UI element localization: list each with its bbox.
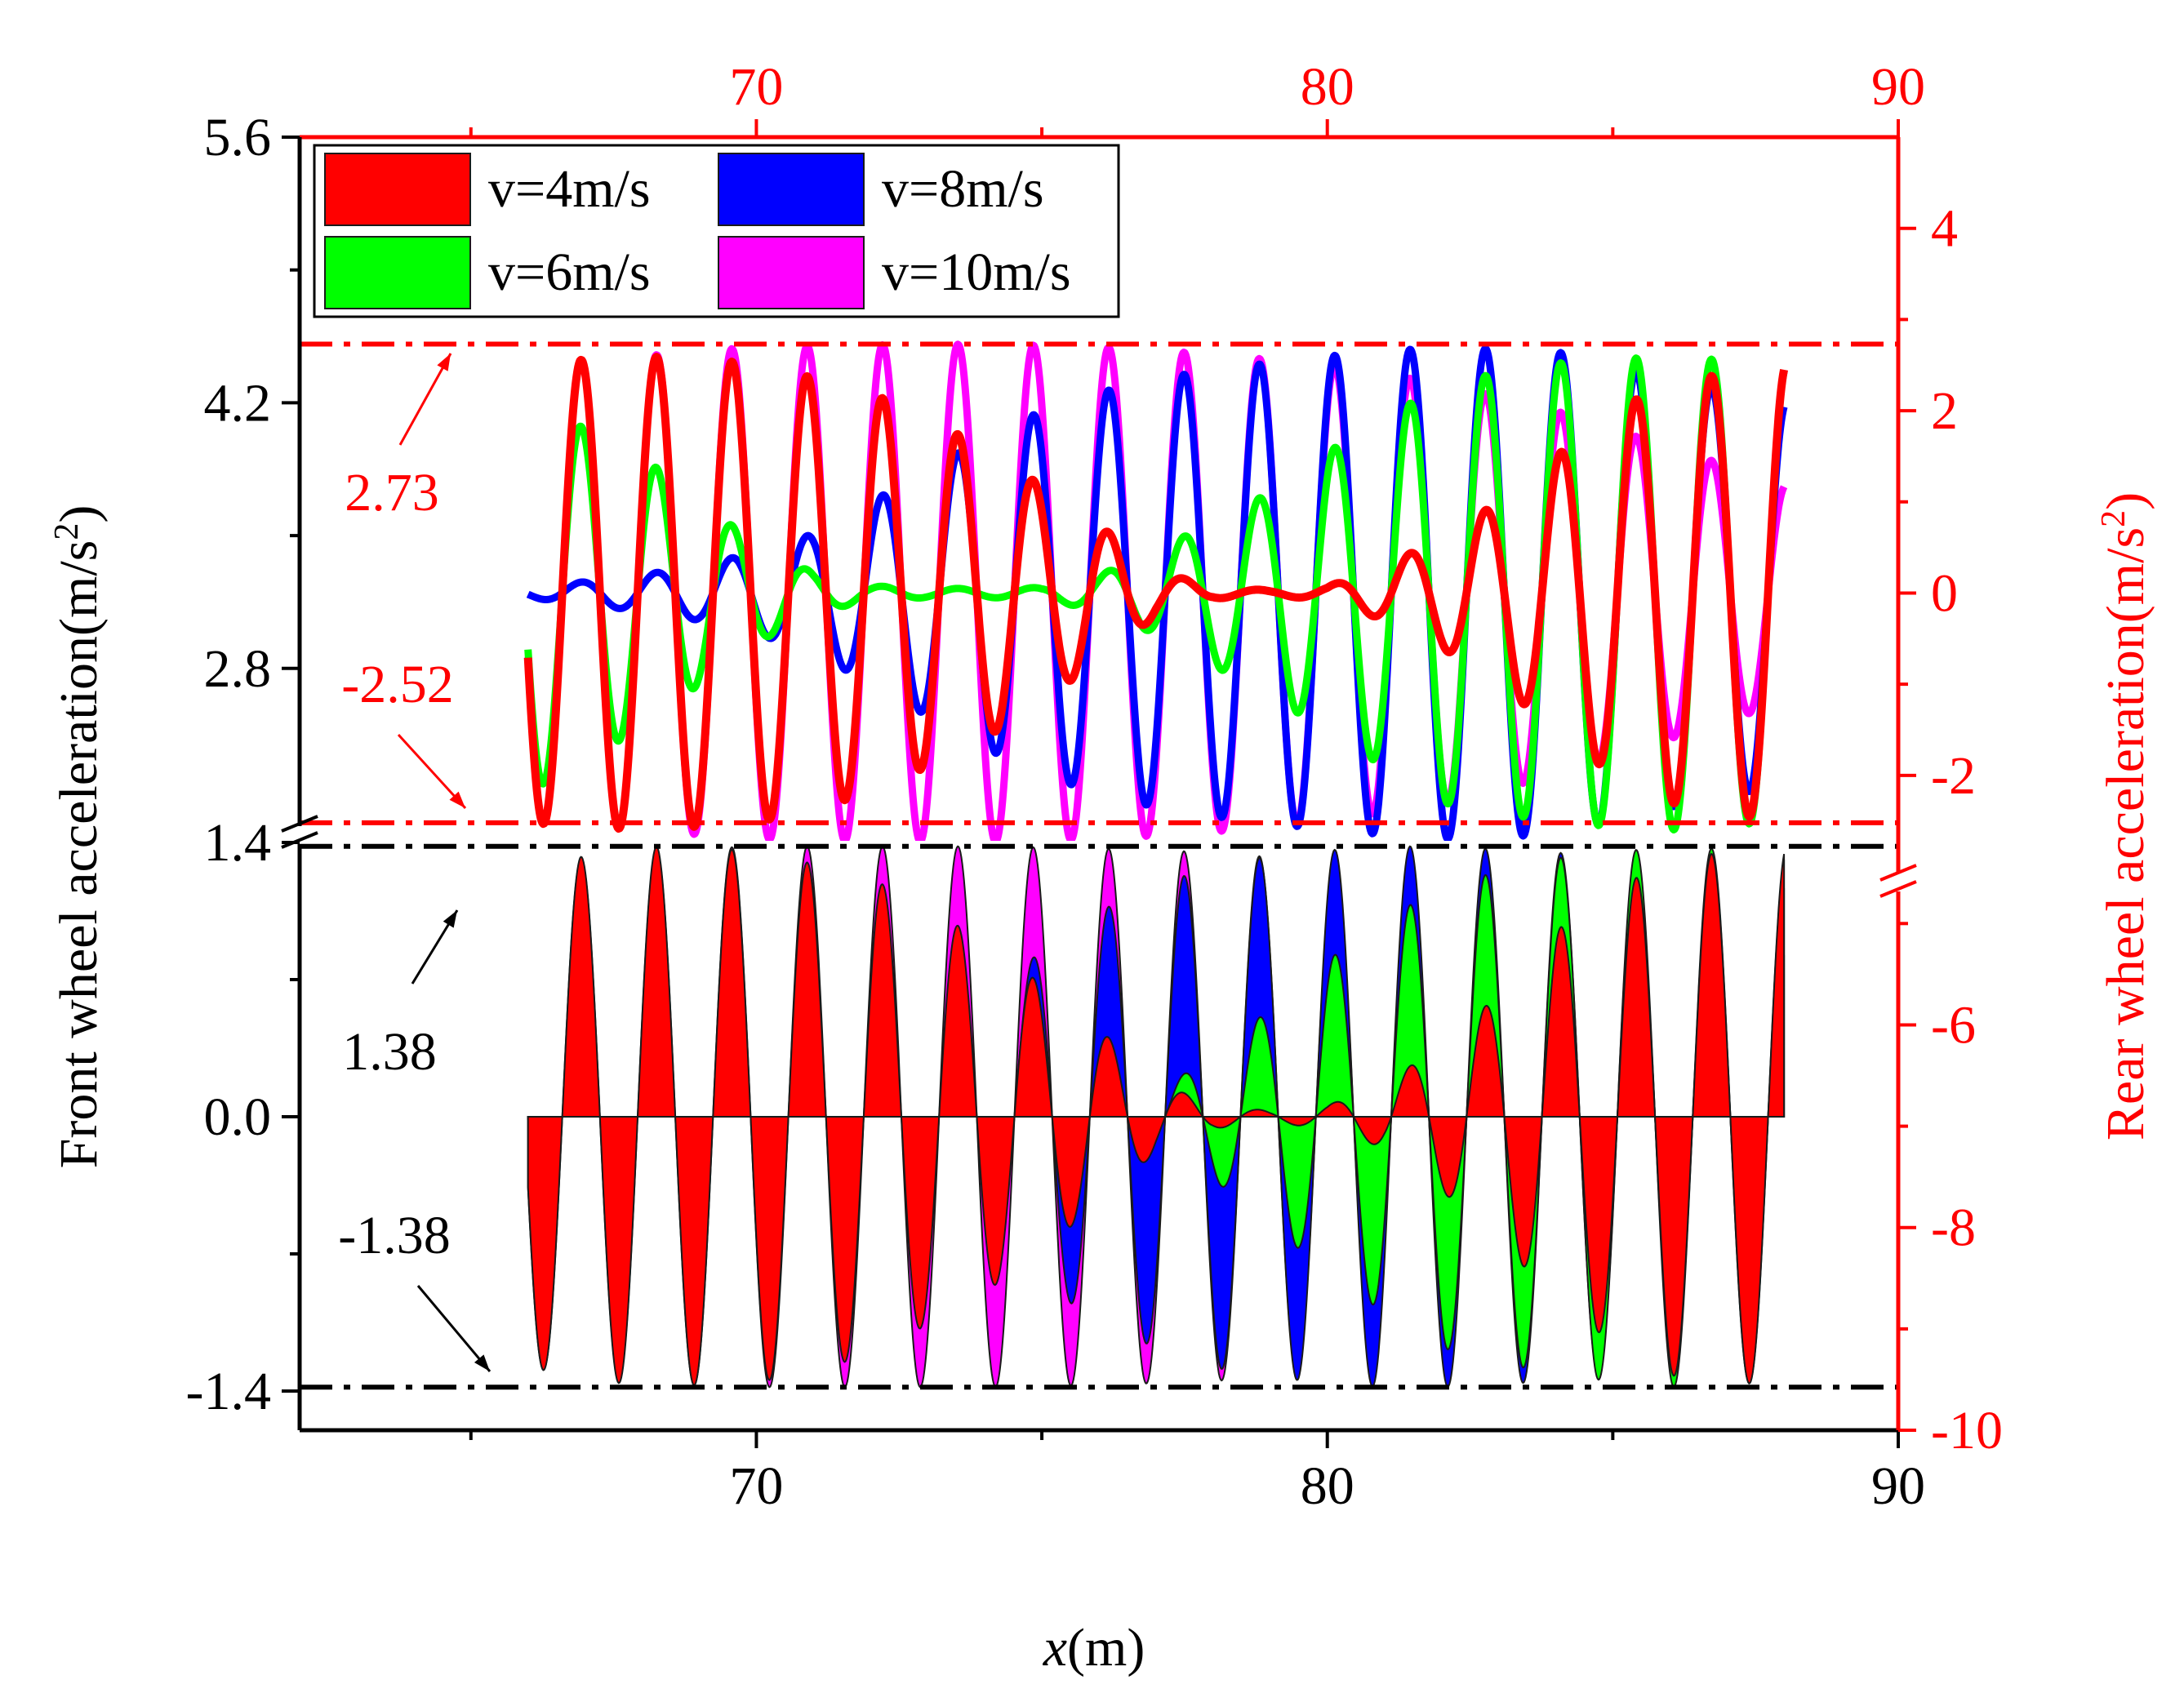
top-x-tick-label-80: 80 [1301,57,1354,117]
x-tick-label-80: 80 [1301,1456,1354,1516]
left-tick-label-4.2: 4.2 [204,373,272,433]
front-max-arrow-head [443,910,457,928]
right-tick-label--10: -10 [1931,1401,2003,1460]
right-axis-title: Rear wheel acceleration(m/s2) [2095,492,2155,1140]
left-tick-label-1.4: 1.4 [204,813,272,873]
right-tick-label--6: -6 [1931,995,1976,1055]
right-tick-label-4: 4 [1931,199,1958,259]
top-x-tick-label-70: 70 [729,57,783,117]
front-min-annotation: -1.38 [338,1206,450,1265]
right-axis-title-text: Rear wheel acceleration(m/s [2096,527,2155,1140]
left-axis-title-close: ) [49,505,109,523]
legend: v=4m/s v=8m/s v=6m/s v=10m/s [313,144,1120,318]
front-wheel-fills [527,845,1786,1389]
right-tick-label--8: -8 [1931,1198,1976,1258]
rear-min-annotation: -2.52 [341,655,453,714]
front-area-v=4m/s [527,846,1786,1387]
right-break-mark-1 [1879,864,1917,882]
top-x-tick-label-90: 90 [1871,57,1925,117]
left-tick-label-5.6: 5.6 [204,108,272,167]
right-tick-label-2: 2 [1931,381,1958,441]
legend-swatch-v=8m/s [718,153,865,226]
right-tick-label--2: -2 [1931,746,1976,806]
reference-lines: 2.73 -2.52 1.38 -1.38 [300,341,1898,1390]
left-tick-label-0.0: 0.0 [204,1087,272,1147]
x-axis-title-var: x [1043,1618,1067,1678]
legend-label-v=8m/s: v=8m/s [882,159,1044,219]
x-axis-title: x(m) [1043,1618,1145,1678]
right-tick-label-0: 0 [1931,563,1958,623]
left-axis-title-sup: 2 [48,523,86,540]
axis-titles: x(m) Front wheel acceleration(m/s2) Rear… [48,492,2155,1678]
legend-swatch-v=4m/s [324,153,471,226]
right-break-mark-2 [1879,880,1917,898]
left-tick-label--1.4: -1.4 [186,1362,271,1421]
rear-max-arrow-shaft [398,353,452,446]
left-axis-title-text: Front wheel acceleration(m/s [49,540,109,1169]
x-axis-title-unit: (m) [1067,1618,1145,1678]
legend-label-v=6m/s: v=6m/s [488,242,651,302]
rear-max-annotation: 2.73 [345,463,439,522]
left-tick-label-2.8: 2.8 [204,639,272,699]
front-min-arrow-head [474,1354,490,1371]
legend-label-v=10m/s: v=10m/s [882,242,1071,302]
front-max-annotation: 1.38 [342,1022,437,1082]
left-break-mark-1 [281,815,318,833]
rear-wheel-lines [523,340,1789,841]
x-tick-label-90: 90 [1871,1456,1925,1516]
legend-swatch-v=6m/s [324,236,471,309]
right-axis-title-close: ) [2096,492,2155,510]
left-axis-title: Front wheel acceleration(m/s2) [48,505,109,1169]
x-tick-label-70: 70 [729,1456,783,1516]
front-min-arrow-shaft [416,1285,492,1372]
axes: 70 80 90 70 80 90 5.6 4.2 2.8 1.4 0.0 -1.4 4 2 0 -2 -6 -8… [186,57,2003,1516]
right-axis-title-sup: 2 [2095,510,2133,527]
left-break-mark-2 [281,831,318,849]
legend-label-v=4m/s: v=4m/s [488,159,651,219]
legend-swatch-v=10m/s [718,236,865,309]
rear-min-arrow-head [449,791,465,808]
rear-line-v=4m/s [523,353,1789,833]
rear-max-arrow-head [437,353,451,371]
